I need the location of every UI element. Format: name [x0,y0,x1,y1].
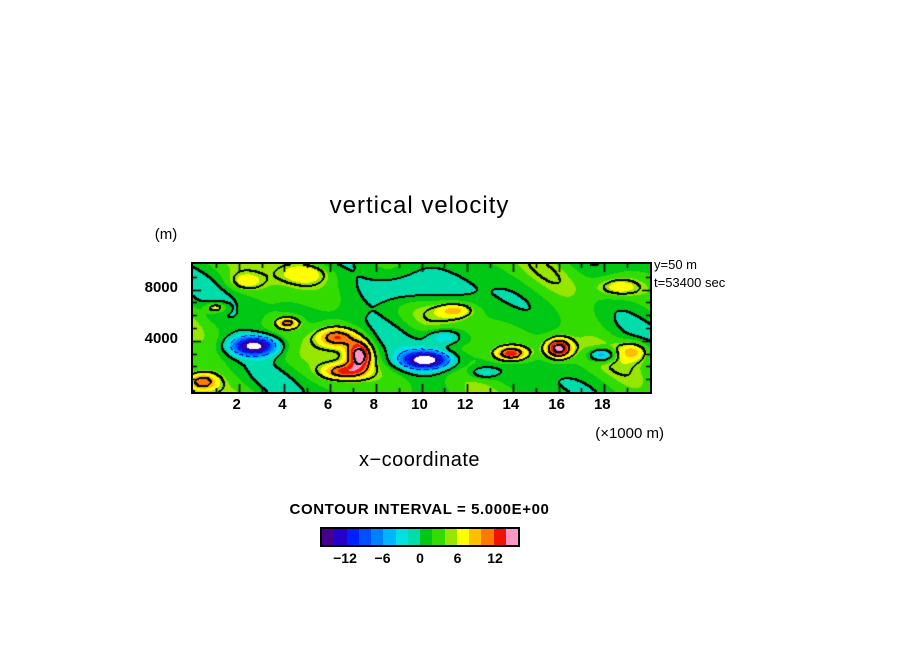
contour-interval-caption: CONTOUR INTERVAL = 5.000E+00 [289,501,550,518]
y-axis-unit-label: (m) [154,226,178,243]
colorbar-labels: −12 −6 0 6 12 [320,550,520,568]
colorbar-segment [322,529,335,545]
x-tick-label: 8 [369,396,378,413]
colorbar-segment [395,529,408,545]
x-tick-label: 2 [232,396,241,413]
x-tick-label: 18 [593,396,611,413]
chart-title: vertical velocity [329,192,510,219]
colorbar-segment [420,529,433,545]
x-axis-tick-labels: 2 4 6 8 10 12 14 16 18 [191,396,648,416]
slice-t-annotation: t=53400 sec [654,275,726,290]
colorbar-segment [334,529,347,545]
colorbar-segment [407,529,420,545]
colorbar-segment [358,529,371,545]
colorbar-segment [469,529,482,545]
x-tick-label: 12 [456,396,474,413]
y-axis-tick-labels: 4000 8000 [96,262,184,390]
y-tick-label: 8000 [144,278,178,296]
colorbar-segment [456,529,469,545]
colorbar-label: −6 [374,550,391,566]
x-axis-title: x−coordinate [358,449,481,471]
y-tick-label: 4000 [144,329,178,347]
x-axis-unit-label: (×1000 m) [595,425,664,442]
colorbar [320,527,520,547]
colorbar-segment [481,529,494,545]
colorbar-segment [493,529,506,545]
colorbar-label: −12 [333,550,357,566]
contour-field-canvas [193,264,650,392]
colorbar-segment [444,529,457,545]
colorbar-segment [371,529,384,545]
x-tick-label: 4 [278,396,287,413]
plot-frame [191,262,652,394]
x-tick-label: 16 [548,396,565,413]
colorbar-label: 12 [487,550,503,566]
x-tick-label: 6 [323,396,333,413]
slice-y-annotation: y=50 m [654,257,697,272]
x-tick-label: 10 [411,396,428,413]
x-tick-label: 14 [502,396,520,413]
colorbar-segment [383,529,396,545]
colorbar-label: 6 [453,550,462,566]
colorbar-segment [505,529,518,545]
colorbar-segment [346,529,359,545]
colorbar-segment [432,529,445,545]
slice-annotations: y=50 m t=53400 sec [654,256,725,292]
colorbar-label: 0 [416,550,424,566]
